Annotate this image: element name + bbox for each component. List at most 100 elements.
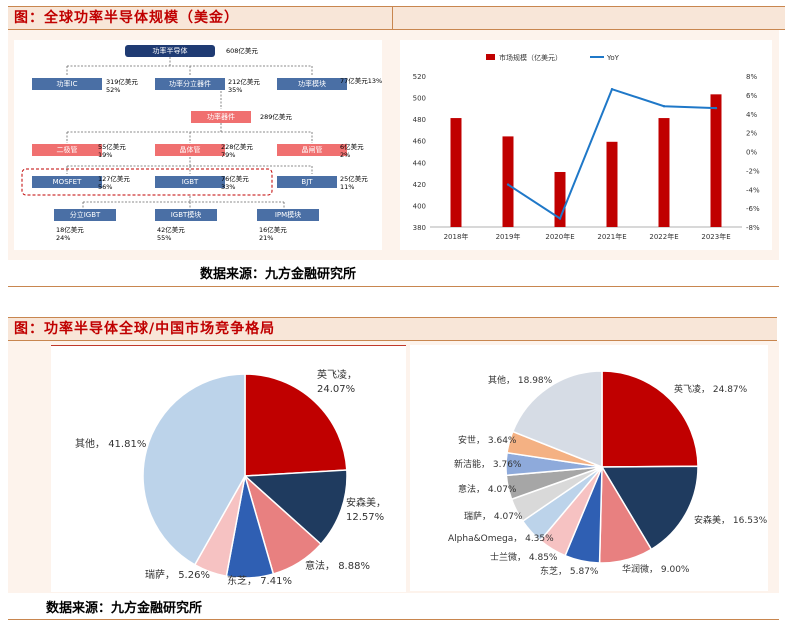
pie-slice xyxy=(600,465,699,551)
y2-tick-label: 8% xyxy=(746,73,757,81)
node-transistor: 晶体管 xyxy=(155,144,225,156)
pie-value-label: 5.26% xyxy=(178,570,210,581)
y2-tick-label: -4% xyxy=(746,186,760,194)
pie-value-label: 7.41% xyxy=(260,576,292,587)
node-power-ic-pct: 52% xyxy=(106,86,121,94)
pie-value-label: 18.98% xyxy=(518,376,553,386)
y-tick-label: 480 xyxy=(413,116,426,124)
node-bjt-value: 25亿美元 xyxy=(340,175,368,183)
pie-slice xyxy=(511,370,603,469)
pie-label: 安世， 3.64% xyxy=(458,434,517,446)
market-size-chart-box: 市场规模（亿美元） YoY 380 400 420 440 460 480 500 520 -8% -… xyxy=(400,40,772,250)
pie-label: 东芝， 5.87% xyxy=(540,565,599,577)
node-discrete-igbt: 分立IGBT xyxy=(54,209,116,221)
global-pie-box: 英飞凌， 24.07% 安森美， 12.57% 意法， 8.88% 东芝， 7.41% 瑞萨… xyxy=(51,345,406,592)
legend-bar-label: 市场规模（亿美元） xyxy=(499,53,562,62)
pie-value-label: 16.53% xyxy=(733,516,768,526)
pie-label: 英飞凌， xyxy=(317,368,357,381)
node-igbt-module: IGBT模块 xyxy=(155,209,217,221)
pie-value-label: 12.57% xyxy=(346,512,384,523)
y2-tick-label: -2% xyxy=(746,167,760,175)
y-tick-label: 380 xyxy=(413,224,426,232)
y2-tick-label: 0% xyxy=(746,149,757,157)
node-igbt-value: 76亿美元 xyxy=(221,175,249,183)
node-igbt-pct: 33% xyxy=(221,183,236,191)
section1-title: 图：全球功率半导体规模（美金） xyxy=(8,6,785,30)
node-module: 功率模块 xyxy=(277,78,347,90)
bar xyxy=(554,171,566,227)
pie-label: 新洁能， 3.76% xyxy=(454,458,522,470)
node-power-ic-value: 319亿美元 xyxy=(106,78,138,86)
node-transistor-pct: 79% xyxy=(221,151,236,159)
pie-value-label: 5.87% xyxy=(570,567,599,577)
china-pie-chart: 英飞凌， 24.87% 安森美， 16.53% 华润微， 9.00% 东芝， 5.87… xyxy=(448,370,768,577)
x-tick-label: 2019年 xyxy=(496,232,521,241)
pie-value-label: 4.07% xyxy=(494,512,523,522)
yoy-point xyxy=(714,106,718,110)
pie-slice xyxy=(244,373,348,477)
section2-source: 数据来源：九方金融研究所 xyxy=(46,601,203,616)
node-discrete-igbt-value: 18亿美元 xyxy=(56,226,84,234)
bar xyxy=(502,136,514,227)
global-pie-chart: 英飞凌， 24.07% 安森美， 12.57% 意法， 8.88% 东芝， 7.41% 瑞萨… xyxy=(75,368,386,587)
pie-value-label: 3.76% xyxy=(493,460,522,470)
tree-diagram: 功率半导体 608亿美元 功率IC 319亿美元 52% 功率分立器件 212亿… xyxy=(14,40,382,250)
node-module-value: 77亿美元13% xyxy=(340,77,383,85)
pie-label: Alpha&Omega， 4.35% xyxy=(448,534,554,544)
bar xyxy=(450,118,462,227)
yoy-point xyxy=(662,105,666,108)
node-root-value: 608亿美元 xyxy=(226,47,258,55)
y2-tick-label: 2% xyxy=(746,130,757,138)
node-diode: 二极管 xyxy=(32,144,102,156)
pie-label: 瑞萨， 4.07% xyxy=(464,510,523,522)
yoy-point xyxy=(506,183,510,186)
pie-label: 其他， 41.81% xyxy=(75,437,146,450)
bar xyxy=(606,141,618,227)
section1-bottom-rule xyxy=(8,286,779,287)
yoy-point xyxy=(610,88,614,91)
pie-label: 安森美， xyxy=(346,496,386,509)
node-diode-pct: 19% xyxy=(98,151,113,159)
node-power-device-value: 289亿美元 xyxy=(260,113,292,121)
pie-label: 安森美， 16.53% xyxy=(694,514,768,526)
x-tick-label: 2021年E xyxy=(597,232,626,241)
pie-value-label: 8.88% xyxy=(338,561,370,572)
section1-divider xyxy=(392,6,393,30)
node-igbt-module-pct: 55% xyxy=(157,234,172,242)
node-igbt: IGBT xyxy=(155,176,225,188)
node-diode-value: 55亿美元 xyxy=(98,143,126,151)
pie-value-label: 4.35% xyxy=(525,534,554,544)
pie-label: 华润微， 9.00% xyxy=(622,563,690,575)
pie-value-label: 24.07% xyxy=(317,384,355,395)
bar xyxy=(710,94,722,227)
node-mosfet-pct: 56% xyxy=(98,183,113,191)
pie-label: 士兰微， 4.85% xyxy=(490,551,558,563)
node-bjt-pct: 11% xyxy=(340,183,355,191)
x-tick-label: 2023年E xyxy=(701,232,730,241)
node-bjt: BJT xyxy=(277,176,337,188)
x-tick-label: 2018年 xyxy=(444,232,469,241)
y-tick-label: 400 xyxy=(413,202,426,210)
pie-label: 意法， 8.88% xyxy=(305,559,370,572)
node-mosfet: MOSFET xyxy=(32,176,102,188)
x-tick-label: 2022年E xyxy=(649,232,678,241)
node-ipm-module-value: 16亿美元 xyxy=(259,226,287,234)
legend-line-label: YoY xyxy=(606,54,620,62)
pie-label: 瑞萨， 5.26% xyxy=(145,569,210,581)
section1-source: 数据来源：九方金融研究所 xyxy=(200,267,357,282)
node-power-device: 功率器件 xyxy=(191,111,251,123)
node-thyristor: 晶闸管 xyxy=(277,144,347,156)
pie-slice xyxy=(601,370,699,468)
node-thyristor-pct: 2% xyxy=(340,151,351,159)
node-ipm-module-pct: 21% xyxy=(259,234,274,242)
y2-tick-label: -6% xyxy=(746,205,760,213)
pie-value-label: 24.87% xyxy=(713,385,748,395)
node-igbt-module-value: 42亿美元 xyxy=(157,226,185,234)
node-discrete-igbt-pct: 24% xyxy=(56,234,71,242)
y-tick-label: 520 xyxy=(413,73,426,81)
y2-tick-label: 6% xyxy=(746,92,757,100)
section2-bottom-rule xyxy=(8,619,779,620)
y-tick-label: 440 xyxy=(413,159,426,167)
y2-tick-label: 4% xyxy=(746,111,757,119)
pie-label: 东芝， 7.41% xyxy=(227,574,292,587)
